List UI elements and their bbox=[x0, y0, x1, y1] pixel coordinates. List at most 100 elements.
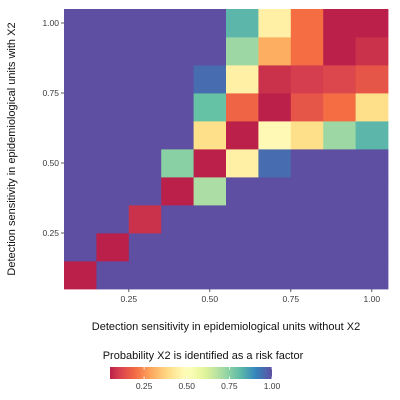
heatmap-cell bbox=[193, 9, 227, 38]
heatmap-cell bbox=[258, 261, 292, 290]
heatmap-cell bbox=[64, 149, 97, 178]
legend-tick-label: 1.00 bbox=[264, 381, 281, 391]
heatmap-cell bbox=[193, 121, 227, 150]
heatmap-cell bbox=[128, 37, 162, 66]
heatmap-cell bbox=[323, 205, 356, 234]
heatmap-cell bbox=[96, 93, 130, 122]
heatmap-cell bbox=[96, 65, 130, 94]
heatmap-cell bbox=[258, 37, 292, 66]
heatmap-cell bbox=[161, 177, 194, 206]
y-tick-label: 1.00 bbox=[42, 18, 59, 28]
x-tick-label: 0.75 bbox=[283, 294, 300, 304]
heatmap-cell bbox=[64, 65, 97, 94]
heatmap-cell bbox=[290, 233, 324, 262]
heatmap-cells bbox=[64, 9, 389, 290]
x-axis-title: Detection sensitivity in epidemiological… bbox=[92, 321, 360, 333]
heatmap-cell bbox=[323, 149, 356, 178]
heatmap-cell bbox=[226, 205, 259, 234]
heatmap-cell bbox=[64, 177, 97, 206]
heatmap-cell bbox=[161, 149, 194, 178]
y-tick-label: 0.75 bbox=[42, 88, 59, 98]
heatmap-cell bbox=[64, 121, 97, 150]
heatmap-cell bbox=[226, 149, 259, 178]
legend-tick-label: 0.25 bbox=[136, 381, 153, 391]
heatmap-cell bbox=[128, 9, 162, 38]
heatmap-cell bbox=[193, 37, 227, 66]
heatmap-cell bbox=[161, 9, 194, 38]
y-tick-label: 0.25 bbox=[42, 228, 59, 238]
y-axis: 0.25 0.50 0.75 1.00 bbox=[42, 18, 64, 238]
heatmap-cell bbox=[258, 177, 292, 206]
heatmap-cell bbox=[258, 149, 292, 178]
heatmap-cell bbox=[323, 233, 356, 262]
heatmap-cell bbox=[323, 261, 356, 290]
heatmap-cell bbox=[226, 9, 259, 38]
heatmap-cell bbox=[355, 65, 389, 94]
heatmap-cell bbox=[355, 149, 389, 178]
heatmap-cell bbox=[323, 65, 356, 94]
y-axis-title: Detection sensitivity in epidemiological… bbox=[6, 22, 18, 275]
heatmap-cell bbox=[226, 93, 259, 122]
heatmap-cell bbox=[323, 37, 356, 66]
heatmap-cell bbox=[226, 233, 259, 262]
heatmap-cell bbox=[161, 121, 194, 150]
legend-ticks: 0.25 0.50 0.75 1.00 bbox=[136, 367, 281, 391]
heatmap-cell bbox=[290, 261, 324, 290]
x-tick-label: 0.25 bbox=[121, 294, 138, 304]
heatmap-cell bbox=[64, 37, 97, 66]
y-tick-label: 0.50 bbox=[42, 158, 59, 168]
heatmap-cell bbox=[193, 205, 227, 234]
heatmap-cell bbox=[96, 177, 130, 206]
heatmap-cell bbox=[193, 233, 227, 262]
heatmap-cell bbox=[258, 233, 292, 262]
heatmap-cell bbox=[64, 233, 97, 262]
heatmap-cell bbox=[64, 205, 97, 234]
heatmap-cell bbox=[193, 65, 227, 94]
heatmap-cell bbox=[128, 149, 162, 178]
heatmap-cell bbox=[226, 65, 259, 94]
heatmap-cell bbox=[355, 37, 389, 66]
heatmap-cell bbox=[128, 261, 162, 290]
heatmap-cell bbox=[226, 37, 259, 66]
heatmap-cell bbox=[96, 261, 130, 290]
heatmap-cell bbox=[193, 261, 227, 290]
heatmap-cell bbox=[226, 121, 259, 150]
heatmap-cell bbox=[290, 205, 324, 234]
legend-title: Probability X2 is identified as a risk f… bbox=[103, 350, 304, 362]
heatmap-cell bbox=[96, 121, 130, 150]
heatmap-cell bbox=[193, 93, 227, 122]
plot-panel bbox=[64, 9, 389, 290]
heatmap-cell bbox=[323, 177, 356, 206]
heatmap-cell bbox=[323, 121, 356, 150]
legend-tick-label: 0.75 bbox=[221, 381, 238, 391]
heatmap-cell bbox=[258, 65, 292, 94]
heatmap-cell bbox=[290, 9, 324, 38]
heatmap-cell bbox=[193, 149, 227, 178]
heatmap-cell bbox=[96, 233, 130, 262]
heatmap-cell bbox=[161, 37, 194, 66]
heatmap-cell bbox=[64, 9, 97, 38]
x-axis: 0.25 0.50 0.75 1.00 bbox=[121, 289, 381, 304]
heatmap-cell bbox=[128, 65, 162, 94]
heatmap-cell bbox=[355, 93, 389, 122]
legend-colorbar bbox=[110, 367, 272, 379]
heatmap-cell bbox=[290, 65, 324, 94]
heatmap-cell bbox=[323, 93, 356, 122]
heatmap-cell bbox=[355, 177, 389, 206]
color-legend: Probability X2 is identified as a risk f… bbox=[103, 350, 304, 391]
heatmap-cell bbox=[355, 121, 389, 150]
heatmap-cell bbox=[128, 233, 162, 262]
heatmap-cell bbox=[290, 121, 324, 150]
heatmap-cell bbox=[226, 177, 259, 206]
x-tick-label: 0.50 bbox=[202, 294, 219, 304]
heatmap-cell bbox=[128, 93, 162, 122]
heatmap-cell bbox=[193, 177, 227, 206]
x-tick-label: 1.00 bbox=[364, 294, 381, 304]
legend-tick-label: 0.50 bbox=[178, 381, 195, 391]
heatmap-cell bbox=[258, 205, 292, 234]
heatmap-cell bbox=[161, 205, 194, 234]
heatmap-cell bbox=[290, 149, 324, 178]
heatmap-cell bbox=[258, 121, 292, 150]
heatmap-cell bbox=[226, 261, 259, 290]
